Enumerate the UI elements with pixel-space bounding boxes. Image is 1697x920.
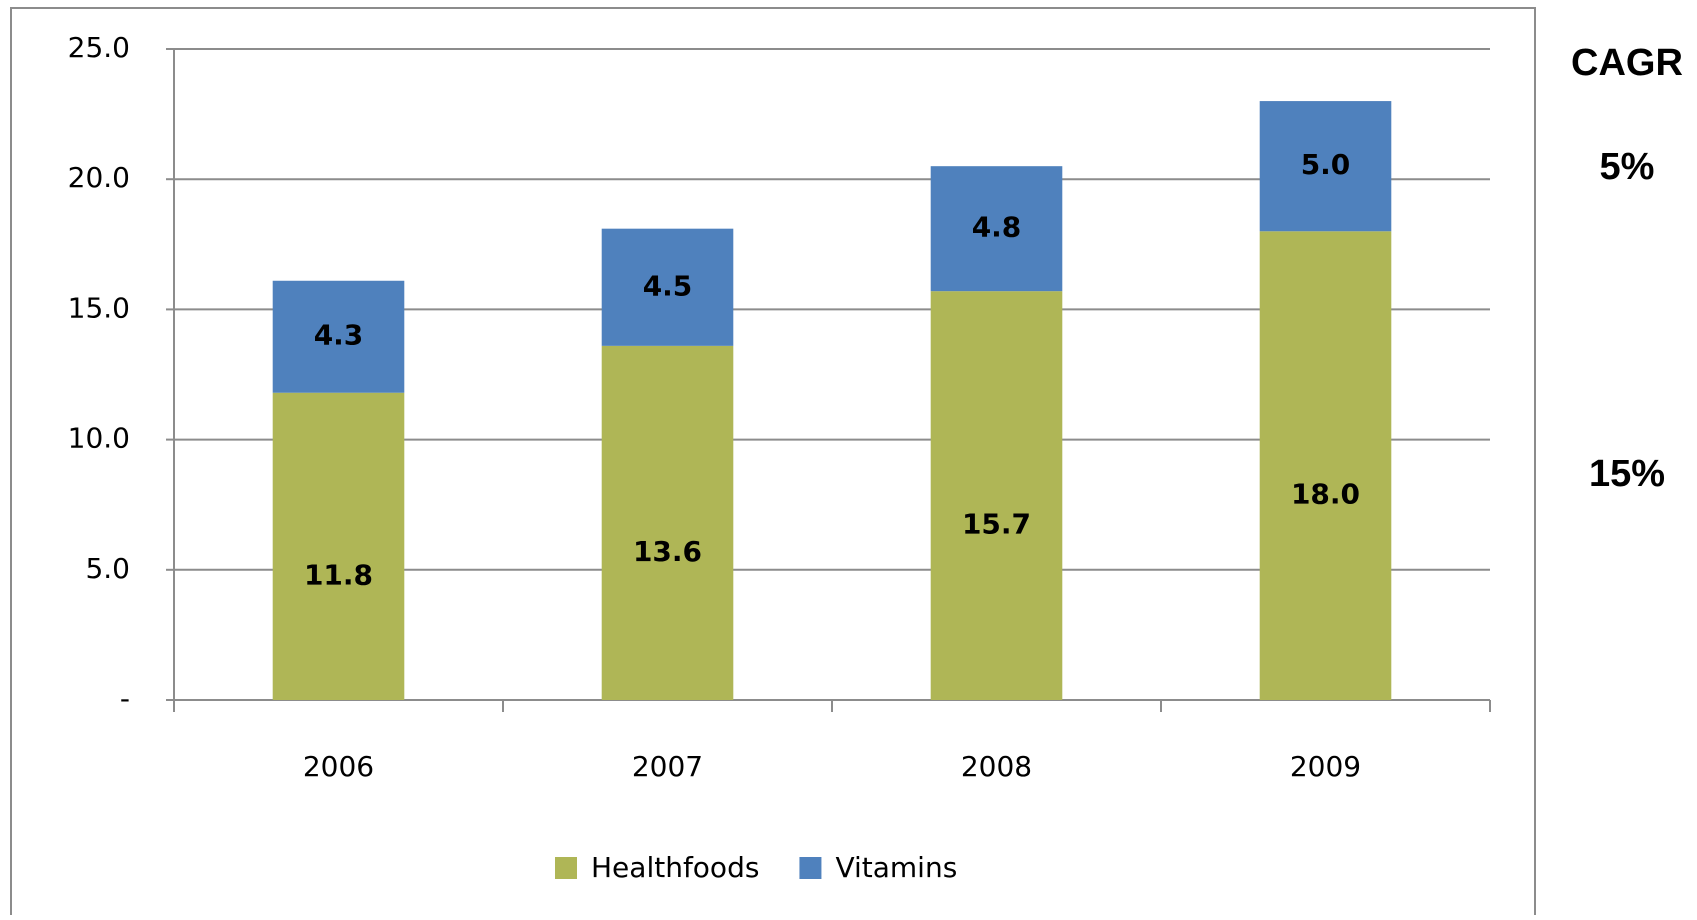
x-tick-label: 2008 — [961, 750, 1032, 783]
bar-segment — [601, 345, 734, 700]
data-label: 15.7 — [962, 508, 1031, 541]
annotation: CAGR — [1571, 42, 1683, 84]
data-label: 4.3 — [314, 319, 364, 352]
x-tick-label: 2009 — [1290, 750, 1361, 783]
bar-segment — [930, 291, 1063, 700]
bar-segment — [272, 392, 405, 700]
legend-swatch — [799, 857, 822, 879]
data-label: 13.6 — [633, 535, 702, 568]
data-label: 4.5 — [643, 269, 693, 302]
data-label: 5.0 — [1301, 148, 1351, 181]
data-label: 11.8 — [304, 558, 373, 591]
y-tick-label: 5.0 — [85, 552, 130, 585]
annotation: 15% — [1589, 453, 1665, 495]
bar-segment — [1259, 231, 1392, 700]
bar-segment — [601, 228, 734, 346]
data-label: 18.0 — [1291, 478, 1360, 511]
x-tick-label: 2007 — [632, 750, 703, 783]
bar-segment — [272, 280, 405, 393]
y-tick-label: 25.0 — [68, 31, 130, 64]
annotation: 5% — [1600, 146, 1655, 188]
bar-segment — [1259, 101, 1392, 232]
y-tick-label: 10.0 — [68, 422, 130, 455]
y-tick-label: 15.0 — [68, 291, 130, 324]
legend-swatch — [555, 857, 577, 879]
bar-segment — [930, 166, 1063, 292]
data-label: 4.8 — [972, 211, 1022, 244]
x-tick-label: 2006 — [303, 750, 374, 783]
chart-frame — [10, 7, 1536, 920]
y-tick-label: 20.0 — [68, 161, 130, 194]
y-tick-label: - — [120, 682, 130, 715]
legend-label: Healthfoods — [591, 851, 759, 884]
legend-label: Vitamins — [835, 851, 957, 884]
